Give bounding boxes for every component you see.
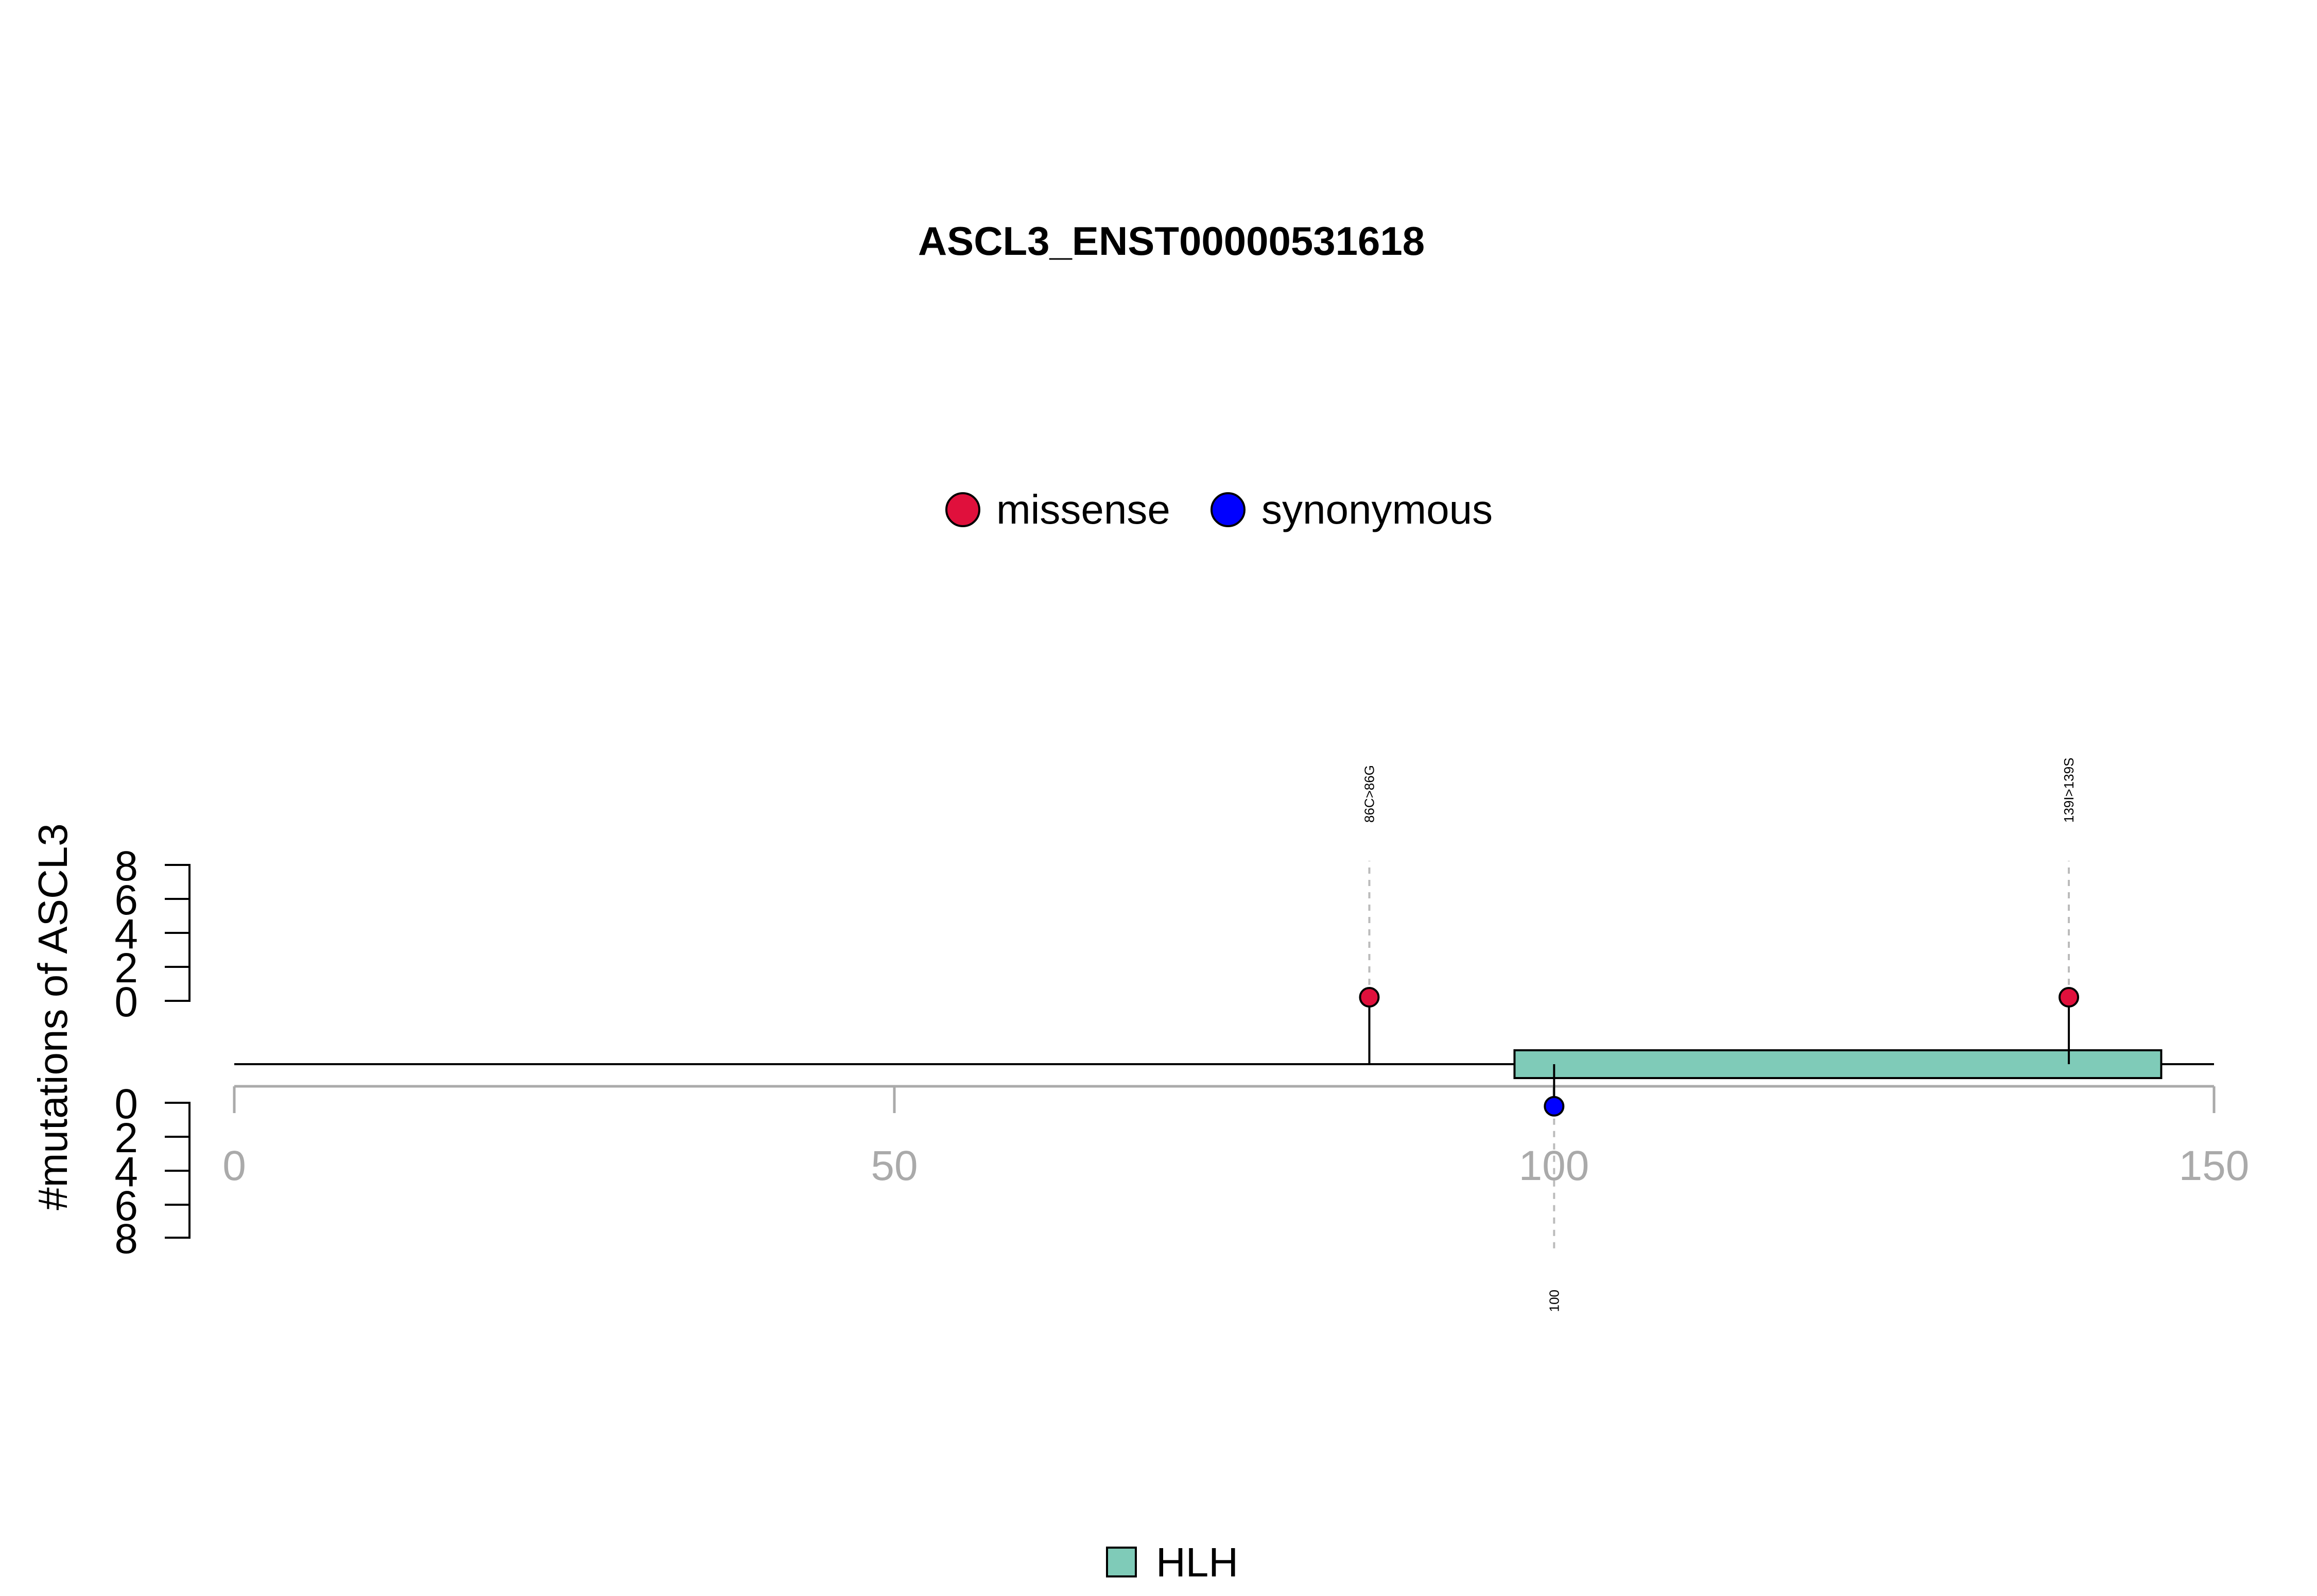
x-tick-label-50: 50 bbox=[871, 1142, 918, 1189]
mutation-point bbox=[1544, 1096, 1565, 1117]
mutation-1: 139I>139S bbox=[2059, 757, 2080, 1064]
domains-layer bbox=[1513, 1049, 2163, 1079]
legend-missense-marker bbox=[945, 492, 980, 527]
legend-hlh-label: HLH bbox=[1156, 1539, 1238, 1585]
y-tick-label-bottom-8: 8 bbox=[114, 1216, 138, 1262]
mutation-label: 100 bbox=[1546, 1290, 1562, 1312]
mutation-0: 86C>86G bbox=[1359, 765, 1380, 1064]
legend-hlh-swatch bbox=[1106, 1547, 1137, 1577]
y-tick-label-bottom-0: 0 bbox=[114, 1081, 138, 1127]
legend-missense-label: missense bbox=[996, 487, 1170, 532]
y-tick-label-top-0: 0 bbox=[114, 979, 138, 1026]
y-axis-bottom: 0 2 4 6 8 bbox=[114, 1081, 191, 1262]
legend-synonymous-label: synonymous bbox=[1261, 487, 1493, 532]
y-tick-label-bottom-6: 6 bbox=[114, 1183, 138, 1229]
mutation-point bbox=[1359, 987, 1380, 1008]
y-tick-label-bottom-4: 4 bbox=[114, 1149, 138, 1195]
legend-synonymous-marker bbox=[1211, 492, 1246, 527]
x-tick-label-150: 150 bbox=[2179, 1142, 2250, 1189]
x-axis: 0 50 100 150 bbox=[222, 1085, 2250, 1189]
mutation-2: 100 bbox=[1544, 1064, 1565, 1312]
y-tick-label-top-8: 8 bbox=[114, 843, 138, 890]
y-tick-label-bottom-2: 2 bbox=[114, 1115, 138, 1161]
domain-hlh-box bbox=[1513, 1049, 2163, 1079]
y-axis-label: #mutations of ASCL3 bbox=[30, 823, 76, 1210]
y-tick-label-top-6: 6 bbox=[114, 877, 138, 924]
x-tick-label-0: 0 bbox=[222, 1142, 246, 1189]
mutation-legend: missense synonymous bbox=[945, 487, 1493, 532]
mutation-point bbox=[2059, 987, 2080, 1008]
y-axis-top: 8 6 4 2 0 bbox=[114, 843, 191, 1026]
y-tick-label-top-2: 2 bbox=[114, 945, 138, 992]
domain-legend: HLH bbox=[1106, 1539, 1238, 1585]
mutations-layer: 86C>86G 139I>139S 100 bbox=[1359, 757, 2080, 1312]
mutation-label: 139I>139S bbox=[2061, 757, 2077, 823]
mutation-label: 86C>86G bbox=[1361, 765, 1377, 823]
chart-title: ASCL3_ENST00000531618 bbox=[918, 218, 1425, 264]
y-tick-label-top-4: 4 bbox=[114, 911, 138, 958]
